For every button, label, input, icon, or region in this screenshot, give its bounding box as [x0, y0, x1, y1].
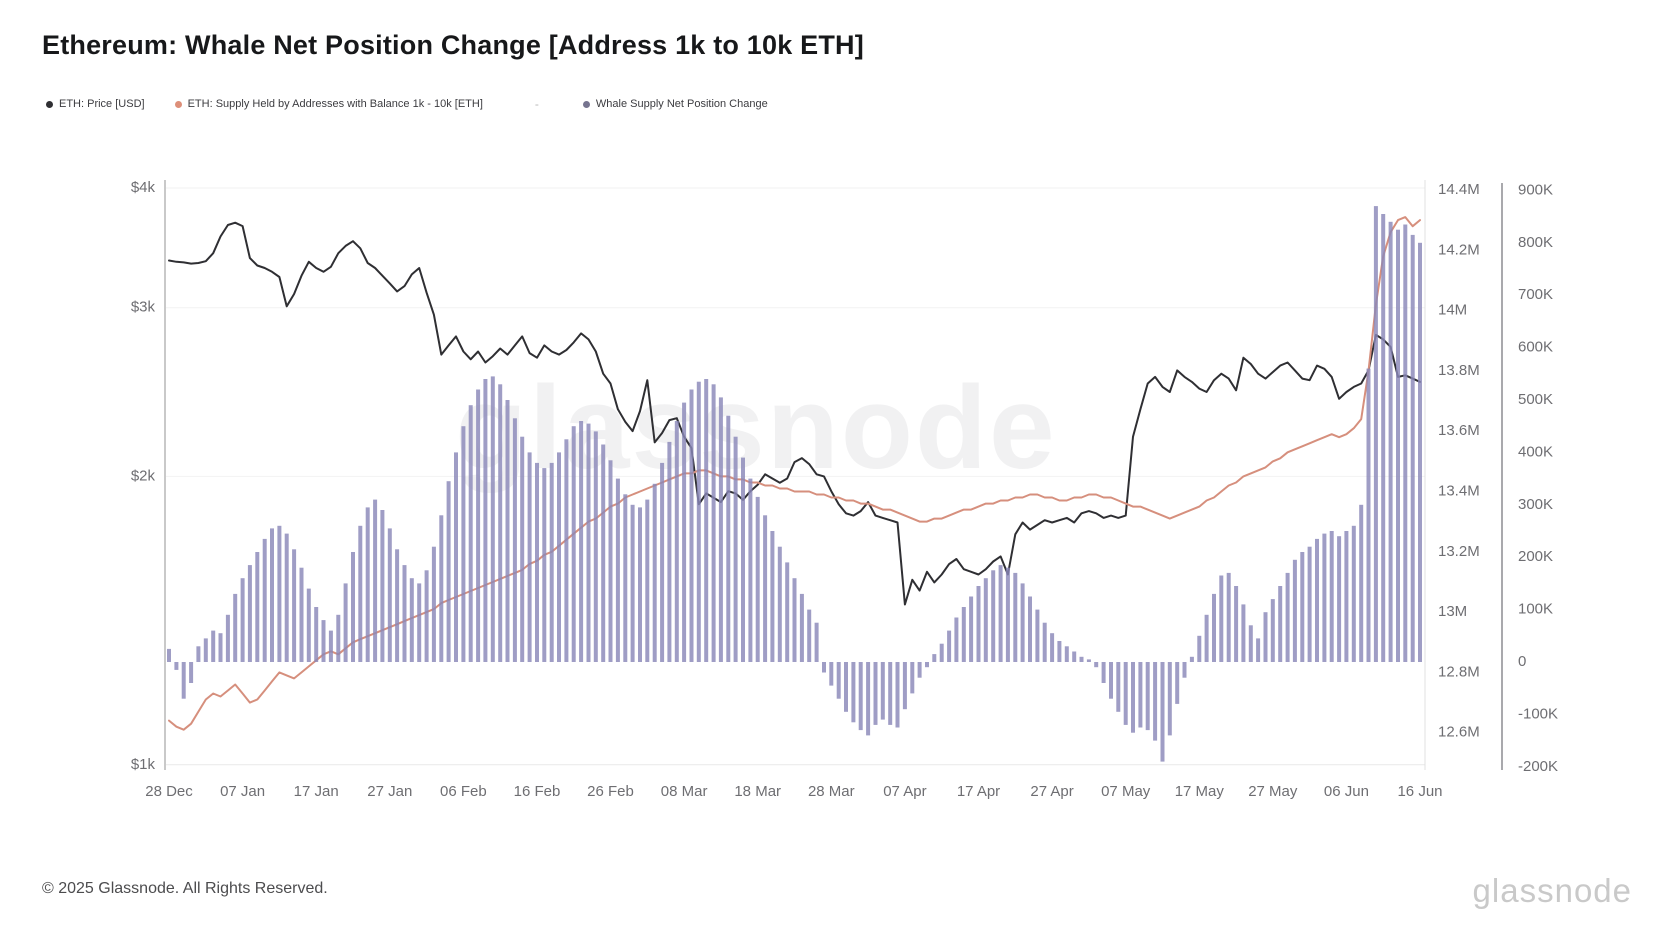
supply-axis-tick: 14M: [1438, 302, 1467, 319]
npc-axis-tick: 400K: [1518, 443, 1553, 460]
npc-axis-tick: 800K: [1518, 234, 1553, 251]
npc-axis-tick: 900K: [1518, 181, 1553, 198]
x-axis-tick: 26 Feb: [587, 783, 634, 800]
npc-axis-tick: 0: [1518, 653, 1526, 670]
supply-axis-tick: 13.2M: [1438, 543, 1480, 560]
npc-axis-tick: -200K: [1518, 758, 1558, 775]
legend-separator: -: [534, 97, 539, 111]
npc-axis-tick: 700K: [1518, 286, 1553, 303]
x-axis-tick: 27 Jan: [367, 783, 412, 800]
x-axis-tick: 27 Apr: [1030, 783, 1073, 800]
chart-legend: ETH: Price [USD] ETH: Supply Held by Add…: [46, 97, 768, 111]
legend-item-label: Whale Supply Net Position Change: [595, 98, 768, 110]
legend-item-label: ETH: Price [USD]: [59, 98, 145, 110]
npc-axis-tick: 200K: [1518, 548, 1553, 565]
x-axis-tick: 07 Jan: [220, 783, 265, 800]
supply-axis-tick: 12.6M: [1438, 724, 1480, 741]
x-axis-tick: 18 Mar: [734, 783, 781, 800]
x-axis-tick: 06 Feb: [440, 783, 487, 800]
gridlines: [165, 187, 1425, 766]
price-axis-tick: $2k: [131, 467, 156, 484]
npc-bars: [167, 206, 1422, 762]
page-title: Ethereum: Whale Net Position Change [Add…: [42, 30, 864, 60]
supply-line: [168, 216, 1421, 731]
price-axis-tick: $4k: [131, 179, 156, 196]
x-axis-tick: 06 Jun: [1324, 783, 1369, 800]
npc-axis-tick: 600K: [1518, 339, 1553, 356]
supply-axis-tick: 13.6M: [1438, 422, 1480, 439]
npc-axis-tick: 500K: [1518, 391, 1553, 408]
glassnode-logo: glassnode: [1472, 872, 1632, 909]
npc-series-dot-icon: [582, 100, 590, 108]
supply-series-dot-icon: [174, 100, 182, 108]
npc-axis-tick: -100K: [1518, 705, 1558, 722]
legend-item-whale-net-position[interactable]: Whale Supply Net Position Change: [582, 98, 768, 110]
supply-axis-tick: 14.2M: [1438, 241, 1480, 258]
supply-axis-tick: 14.4M: [1438, 181, 1480, 198]
x-axis-tick: 07 Apr: [883, 783, 926, 800]
legend-item-supply-held[interactable]: ETH: Supply Held by Addresses with Balan…: [174, 98, 483, 110]
axis-lines: [164, 180, 1503, 770]
x-axis-tick: 17 May: [1175, 783, 1225, 800]
x-axis-tick: 07 May: [1101, 783, 1151, 800]
price-axis-tick: $3k: [131, 299, 156, 316]
x-axis-tick: 16 Jun: [1397, 783, 1442, 800]
x-axis-tick: 28 Dec: [145, 783, 193, 800]
x-axis-tick: 16 Feb: [514, 783, 561, 800]
x-axis-tick: 17 Apr: [957, 783, 1000, 800]
supply-axis-tick: 12.8M: [1438, 663, 1480, 680]
supply-axis-tick: 13.8M: [1438, 362, 1480, 379]
axis-tick-labels: $4k $3k $2k $1k 14.4M 14.2M 14M 13.8M 13.6M 13.4M…: [131, 179, 1558, 800]
x-axis-tick: 17 Jan: [294, 783, 339, 800]
glassnode-watermark: glassnode: [455, 362, 1057, 494]
price-series-dot-icon: [46, 100, 53, 108]
price-line: [168, 221, 1421, 606]
npc-axis-tick: 100K: [1518, 601, 1553, 618]
supply-axis-tick: 13M: [1438, 603, 1467, 620]
x-axis-tick: 08 Mar: [661, 783, 708, 800]
npc-axis-tick: 300K: [1518, 496, 1553, 513]
copyright-text: © 2025 Glassnode. All Rights Reserved.: [42, 880, 328, 897]
supply-axis-tick: 13.4M: [1438, 482, 1480, 499]
legend-item-eth-price[interactable]: ETH: Price [USD]: [46, 98, 145, 110]
x-axis-tick: 28 Mar: [808, 783, 855, 800]
price-axis-tick: $1k: [131, 756, 156, 773]
x-axis-tick: 27 May: [1248, 783, 1298, 800]
legend-item-label: ETH: Supply Held by Addresses with Balan…: [187, 98, 483, 110]
